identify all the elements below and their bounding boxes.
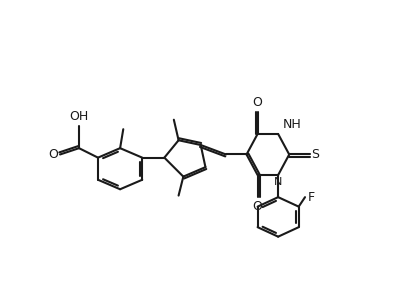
Text: NH: NH [283, 118, 301, 131]
Text: OH: OH [69, 110, 89, 123]
Text: S: S [312, 148, 319, 161]
Text: N: N [274, 177, 283, 186]
Text: F: F [308, 191, 315, 204]
Text: O: O [253, 96, 262, 109]
Text: O: O [49, 148, 58, 161]
Text: O: O [253, 200, 262, 213]
